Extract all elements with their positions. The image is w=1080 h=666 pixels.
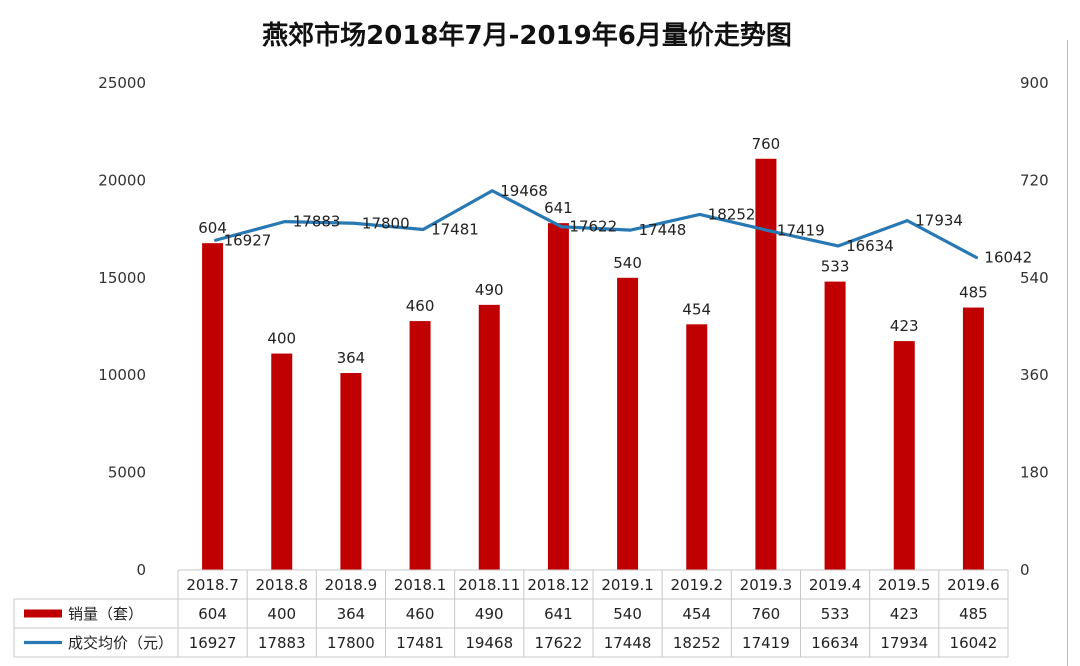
table-cell: 17883	[258, 634, 306, 652]
legend-label: 成交均价（元）	[68, 634, 173, 652]
y-left-tick-label: 5000	[108, 464, 146, 482]
table-cell: 400	[267, 605, 296, 623]
table-cell: 460	[406, 605, 435, 623]
y-right-tick-label: 360	[1020, 366, 1049, 384]
data-labels: 604 400 364 460 490 641 540 454 760 533 423 485 1692…	[198, 135, 1032, 367]
chart-frame-edge	[1067, 40, 1068, 666]
bar-data-label: 490	[475, 281, 504, 299]
bar	[893, 341, 915, 570]
bar	[478, 304, 500, 570]
x-tick-label: 2018.12	[527, 576, 589, 594]
table-cell: 16634	[811, 634, 859, 652]
table-cell: 17481	[396, 634, 444, 652]
line-data-label: 17800	[362, 214, 410, 232]
bar-data-label: 540	[613, 254, 642, 272]
x-tick-label: 2019.6	[947, 576, 1000, 594]
data-table: 2018.7 2018.8 2018.9 2018.1 2018.11 2018.12 20…	[13, 569, 1009, 658]
bar-series	[202, 158, 984, 571]
y-right-tick-label: 540	[1020, 269, 1049, 287]
table-cell: 604	[198, 605, 227, 623]
line-data-label: 18252	[708, 205, 756, 223]
line-data-label: 16634	[846, 237, 894, 255]
bar	[202, 243, 224, 570]
table-cell: 540	[613, 605, 642, 623]
line-data-label: 19468	[500, 182, 548, 200]
y-left-tick-label: 25000	[98, 74, 146, 92]
line-data-label: 16927	[224, 231, 272, 249]
table-cell: 533	[821, 605, 850, 623]
line-data-label: 17419	[777, 222, 825, 240]
bar-data-label: 460	[406, 297, 435, 315]
bar	[755, 158, 777, 570]
table-cell: 16042	[950, 634, 998, 652]
table-cell: 490	[475, 605, 504, 623]
table-cell: 16927	[189, 634, 237, 652]
bar-data-label: 400	[267, 330, 296, 348]
y-right-tick-label: 900	[1020, 74, 1049, 92]
x-tick-label: 2018.8	[256, 576, 309, 594]
line-data-label: 17883	[293, 213, 341, 231]
table-cell: 18252	[673, 634, 721, 652]
table-cell: 423	[890, 605, 919, 623]
legend-swatch-bar	[24, 609, 62, 618]
bar-data-label: 641	[544, 199, 573, 217]
bar	[686, 324, 708, 570]
bar-data-label: 423	[890, 317, 919, 335]
bar-data-label: 533	[821, 258, 850, 276]
table-cell: 17622	[535, 634, 583, 652]
bar	[617, 277, 639, 570]
chart-title: 燕郊市场2018年7月-2019年6月量价走势图	[262, 20, 792, 51]
x-tick-label: 2019.1	[601, 576, 654, 594]
x-tick-label: 2019.2	[671, 576, 724, 594]
y-right-tick-label: 720	[1020, 171, 1049, 189]
table-cell: 17800	[327, 634, 375, 652]
y-right-tick-label: 0	[1020, 561, 1030, 579]
table-cell: 17448	[604, 634, 652, 652]
bar	[962, 307, 984, 570]
table-cell: 17934	[880, 634, 928, 652]
y-left-tick-label: 10000	[98, 366, 146, 384]
line-data-label: 16042	[984, 249, 1032, 267]
bar	[409, 321, 431, 570]
bar	[547, 223, 569, 571]
table-cell: 485	[959, 605, 988, 623]
y-right-tick-label: 180	[1020, 464, 1049, 482]
bar	[340, 373, 362, 570]
table-cell: 364	[337, 605, 366, 623]
table-cell: 641	[544, 605, 573, 623]
bar-data-label: 604	[198, 219, 227, 237]
table-cell: 760	[752, 605, 781, 623]
bar	[824, 281, 846, 570]
bar-data-label: 485	[959, 284, 988, 302]
axes: 0 5000 10000 15000 20000 25000 0 180 360 540 720 90…	[98, 74, 1048, 579]
x-tick-label: 2019.5	[878, 576, 931, 594]
table-cell: 19468	[465, 634, 513, 652]
bar	[271, 353, 293, 570]
legend-label: 销量（套）	[68, 605, 143, 623]
x-tick-label: 2019.3	[740, 576, 793, 594]
x-tick-label: 2018.1	[394, 576, 447, 594]
bar-data-label: 454	[682, 300, 711, 318]
y-left-tick-label: 15000	[98, 269, 146, 287]
bar-data-label: 364	[337, 349, 366, 367]
line-data-label: 17448	[639, 221, 687, 239]
line-data-label: 17622	[569, 218, 617, 236]
line-data-label: 17934	[915, 212, 963, 230]
x-tick-label: 2018.7	[186, 576, 239, 594]
x-tick-label: 2018.9	[325, 576, 378, 594]
line-series	[213, 189, 979, 260]
y-left-tick-label: 0	[136, 561, 146, 579]
x-tick-label: 2019.4	[809, 576, 862, 594]
bar-data-label: 760	[752, 135, 781, 153]
x-tick-label: 2018.11	[458, 576, 520, 594]
line-path	[213, 189, 979, 260]
table-cell: 17419	[742, 634, 790, 652]
line-data-label: 17481	[431, 220, 479, 238]
y-left-tick-label: 20000	[98, 171, 146, 189]
table-cell: 454	[682, 605, 711, 623]
